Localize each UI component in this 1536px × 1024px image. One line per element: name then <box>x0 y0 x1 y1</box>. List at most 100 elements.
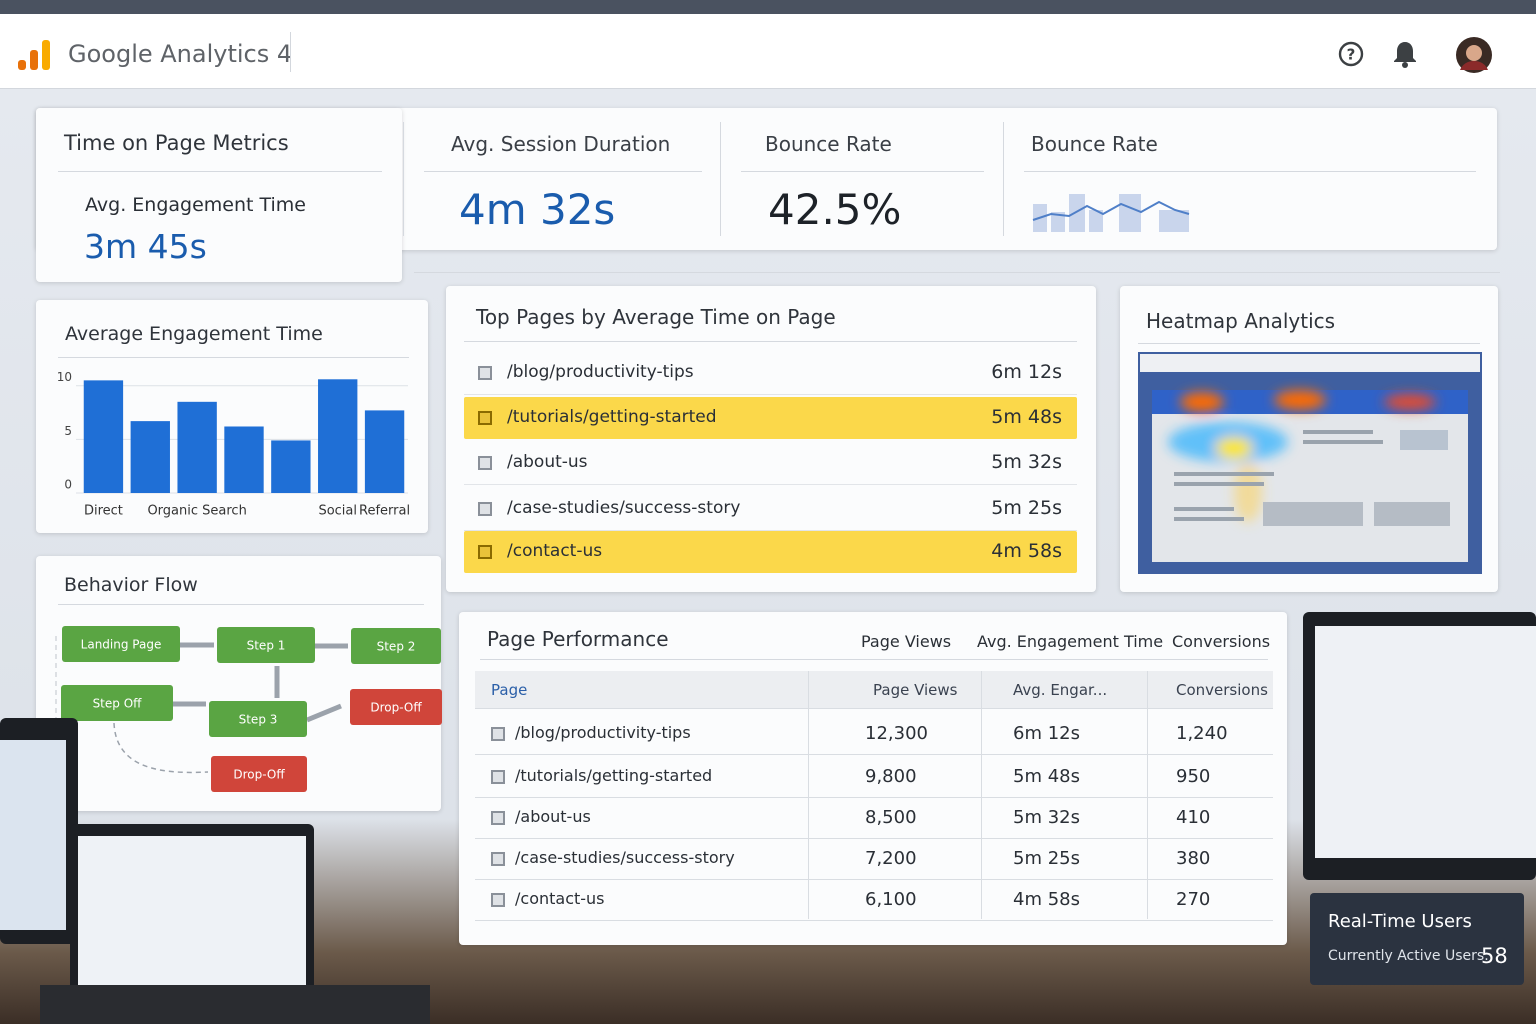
bar-chart: 0 5 10 Direct Organic Search Social Referral <box>57 370 410 519</box>
separator <box>424 171 702 172</box>
top-pages-title: Top Pages by Average Time on Page <box>476 305 836 329</box>
table-cell: /blog/productivity-tips <box>515 723 691 742</box>
svg-text:?: ? <box>1347 46 1356 64</box>
bar <box>364 410 405 493</box>
app-header: Google Analytics 4 ? <box>0 14 1536 89</box>
top-page-row: /about-us 5m 32s <box>464 442 1077 485</box>
help-icon[interactable]: ? <box>1337 40 1365 68</box>
column-divider <box>808 671 809 919</box>
separator <box>414 272 1500 273</box>
notification-icon[interactable] <box>1392 40 1418 68</box>
separator <box>58 604 424 605</box>
flow-node <box>217 627 315 663</box>
performance-card <box>459 612 1287 945</box>
metric-value: 4m 32s <box>459 185 616 234</box>
metric-label: Avg. Engagement Time <box>85 194 306 216</box>
top-page-row: /case-studies/success-story 5m 25s <box>464 488 1077 531</box>
y-tick-label: 5 <box>64 424 72 438</box>
top-strip <box>0 0 1536 14</box>
flow-node <box>61 685 173 721</box>
table-row: /case-studies/success-story 7,200 5m 25s 38… <box>475 838 1273 880</box>
bar <box>271 440 311 493</box>
top-page-row: /tutorials/getting-started 5m 48s <box>464 397 1077 439</box>
y-tick-label: 10 <box>57 370 72 384</box>
table-cell: 9,800 <box>865 766 917 787</box>
table-cell: 5m 32s <box>1013 807 1080 828</box>
page-time: 6m 12s <box>991 361 1062 383</box>
separator <box>1024 171 1476 172</box>
flow-node-label: Landing Page <box>81 638 162 652</box>
realtime-widget <box>1310 893 1524 985</box>
flow-node-label: Drop-Off <box>233 768 285 782</box>
monitor <box>1303 612 1536 880</box>
bar <box>318 379 358 493</box>
laptop <box>70 824 314 994</box>
page-time: 5m 32s <box>991 451 1062 473</box>
page-path: /about-us <box>507 452 588 472</box>
bullet <box>491 727 505 741</box>
page-path: /blog/productivity-tips <box>507 362 694 382</box>
top-page-row: /blog/productivity-tips 6m 12s <box>464 352 1077 395</box>
table-cell: /about-us <box>515 807 591 826</box>
separator <box>58 357 409 358</box>
metric-label: Avg. Session Duration <box>451 132 671 156</box>
flow-node <box>209 701 307 737</box>
summary-header: Conversions <box>1172 632 1271 651</box>
laptop-base <box>40 985 430 1024</box>
x-tick-label: Social <box>318 504 357 519</box>
table-cell: 950 <box>1176 766 1211 787</box>
flow-node-label: Step Off <box>93 697 143 711</box>
y-tick-label: 0 <box>64 478 72 492</box>
bar <box>130 421 170 493</box>
flow-diagram: Landing Page Step 1 Step 2 Step Off Step 3 Dr… <box>55 626 442 792</box>
bullet <box>491 770 505 784</box>
table-cell: 4m 58s <box>1013 889 1080 910</box>
page-time: 5m 48s <box>991 406 1062 428</box>
monitor <box>0 718 78 944</box>
table-cell: 12,300 <box>865 723 928 744</box>
column-divider <box>1147 671 1148 919</box>
table-row: /blog/productivity-tips 12,300 6m 12s 1,240 <box>475 713 1273 755</box>
panel-title: Time on Page Metrics <box>64 131 289 155</box>
summary-header: Avg. Engagement Time <box>977 632 1164 651</box>
avatar[interactable] <box>1455 36 1493 74</box>
x-tick-label: Direct <box>84 504 123 519</box>
realtime-title: Real-Time Users <box>1328 911 1472 932</box>
page-time: 5m 25s <box>991 497 1062 519</box>
table-cell: 6m 12s <box>1013 723 1080 744</box>
bullet <box>491 811 505 825</box>
table-cell: /tutorials/getting-started <box>515 766 713 785</box>
column-divider <box>981 671 982 919</box>
separator <box>58 171 382 172</box>
realtime-value: 58 <box>1481 944 1508 968</box>
bullet <box>478 366 492 380</box>
bullet <box>478 502 492 516</box>
separator <box>464 341 1077 342</box>
divider <box>403 122 404 236</box>
table-cell: 270 <box>1176 889 1211 910</box>
table-cell: 6,100 <box>865 889 917 910</box>
column-header: Avg. Engar... <box>1013 681 1108 699</box>
flow-node-label: Drop-Off <box>370 701 422 715</box>
bullet <box>491 893 505 907</box>
brand: Google Analytics 4 <box>68 40 293 68</box>
chart-title: Average Engagement Time <box>65 323 323 345</box>
bullet <box>491 852 505 866</box>
separator <box>480 659 1268 660</box>
flow-node-label: Step 1 <box>247 639 286 653</box>
table-cell: /case-studies/success-story <box>515 848 735 867</box>
column-header: Page Views <box>873 681 958 699</box>
flow-title: Behavior Flow <box>64 574 198 596</box>
table-row: /contact-us 6,100 4m 58s 270 <box>475 879 1273 921</box>
table-row: /about-us 8,500 5m 32s 410 <box>475 797 1273 839</box>
table-cell: 1,240 <box>1176 723 1228 744</box>
performance-title: Page Performance <box>487 627 669 651</box>
metric-value: 42.5% <box>768 185 902 234</box>
x-tick-label: Organic Search <box>147 504 246 519</box>
flow-node <box>62 626 180 662</box>
separator <box>741 171 984 172</box>
page-path: /contact-us <box>507 541 603 561</box>
flow-arrow <box>306 703 342 723</box>
bar <box>177 401 217 493</box>
flow-node <box>350 689 442 725</box>
